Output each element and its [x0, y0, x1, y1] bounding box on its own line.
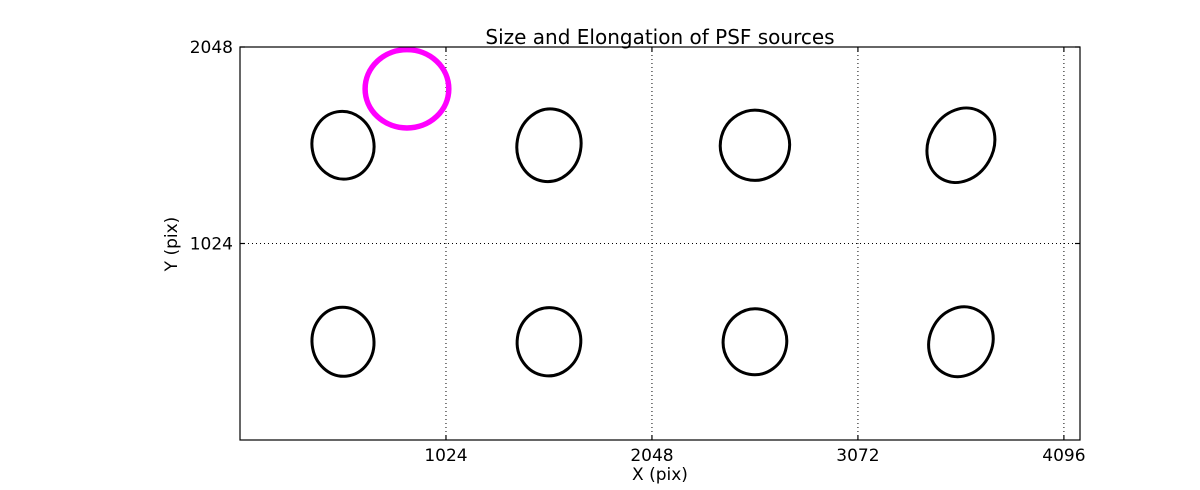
y-tick-label: 1024 — [190, 235, 233, 255]
x-axis-label: X (pix) — [632, 465, 688, 485]
chart-title: Size and Elongation of PSF sources — [485, 25, 835, 49]
x-tick-label: 2048 — [630, 446, 673, 466]
psf-source-ellipse — [925, 106, 997, 184]
x-tick-label: 4096 — [1042, 446, 1085, 466]
psf-source-ellipse — [515, 306, 583, 378]
x-tick-label: 3072 — [836, 446, 879, 466]
highlighted-source-ellipse — [362, 46, 452, 131]
psf-source-ellipse — [310, 305, 376, 378]
y-tick-label: 2048 — [190, 38, 233, 58]
x-tick-label: 1024 — [424, 446, 467, 466]
psf-source-ellipse — [515, 107, 583, 184]
psf-source-ellipse — [310, 109, 376, 181]
y-axis-label: Y (pix) — [162, 216, 182, 272]
psf-source-ellipse — [927, 305, 995, 379]
psf-source-ellipse — [718, 108, 792, 182]
psf-source-ellipse — [721, 307, 789, 377]
